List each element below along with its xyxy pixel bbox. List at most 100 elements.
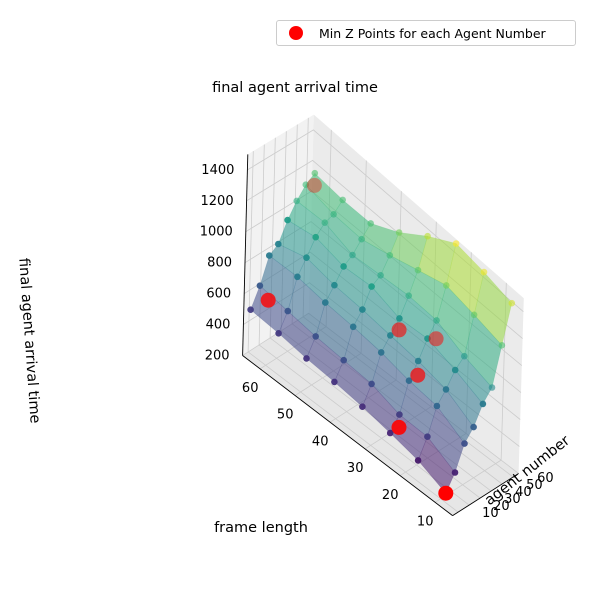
data-point <box>470 423 477 431</box>
legend: Min Z Points for each Agent Number <box>276 20 576 46</box>
data-point <box>303 254 310 261</box>
data-point <box>368 380 375 388</box>
x-tick-label: 60 <box>242 381 259 396</box>
z-tick-label: 1200 <box>201 194 234 209</box>
data-point <box>405 377 413 385</box>
z-tick-label: 1400 <box>201 163 234 178</box>
z-tick-label: 400 <box>206 318 231 333</box>
data-point <box>349 323 357 331</box>
chart-title: final agent arrival time <box>212 80 378 96</box>
data-point <box>424 433 431 441</box>
data-point <box>331 281 338 289</box>
data-point <box>275 330 282 337</box>
x-tick-label: 10 <box>417 515 434 530</box>
data-point <box>302 181 310 188</box>
z-axis-title: final agent arrival time <box>15 257 43 424</box>
y-tick-label: 50 <box>526 478 543 493</box>
data-point <box>256 282 264 290</box>
data-point <box>452 240 460 247</box>
data-point <box>349 251 356 259</box>
min-point-marker <box>428 331 444 347</box>
data-point <box>367 220 375 227</box>
y-tick-label: 10 <box>482 506 499 521</box>
data-point <box>330 211 337 218</box>
z-tick-label: 1000 <box>200 225 233 240</box>
x-tick-label: 30 <box>347 461 364 476</box>
y-tick-label: 30 <box>504 492 521 507</box>
data-point <box>312 333 320 340</box>
data-point <box>498 342 506 349</box>
data-point <box>359 403 366 411</box>
data-point <box>396 411 403 418</box>
y-tick-label: 60 <box>537 471 554 486</box>
data-point <box>433 317 440 324</box>
z-tick-label: 800 <box>207 256 232 271</box>
y-axis-line <box>452 473 519 517</box>
data-point <box>331 378 338 386</box>
data-point <box>311 169 319 177</box>
x-tick-label: 50 <box>277 408 294 423</box>
data-point <box>284 307 292 315</box>
x-tick-label: 20 <box>382 488 399 503</box>
data-point <box>414 357 422 365</box>
z-tick-label: 200 <box>205 349 230 364</box>
legend-label: Min Z Points for each Agent Number <box>319 25 546 41</box>
data-point <box>386 429 394 437</box>
data-point <box>442 386 450 393</box>
min-points <box>260 177 454 501</box>
data-point <box>377 349 385 356</box>
x-axis-line <box>242 355 453 517</box>
z-tick-label: 600 <box>206 287 231 302</box>
data-point <box>340 263 347 270</box>
data-point <box>424 232 431 240</box>
data-point <box>396 315 403 322</box>
data-point <box>247 306 254 314</box>
min-point-marker <box>391 419 407 435</box>
data-point <box>461 440 468 447</box>
z-axis-line <box>242 154 249 356</box>
data-point <box>359 306 366 313</box>
data-point <box>266 252 273 259</box>
data-point <box>312 233 320 241</box>
min-point-marker <box>260 292 276 308</box>
data-point <box>414 266 422 274</box>
data-point <box>451 469 459 476</box>
x-tick-label: 40 <box>312 434 329 449</box>
data-point <box>303 355 310 362</box>
y-tick-label: 40 <box>515 485 532 500</box>
surface <box>250 172 513 494</box>
data-point <box>368 283 375 290</box>
data-points <box>247 169 516 497</box>
data-point <box>480 268 488 276</box>
data-point <box>377 272 384 279</box>
data-point <box>395 229 403 236</box>
data-point <box>386 252 394 259</box>
data-point <box>470 311 478 319</box>
data-point <box>340 356 348 364</box>
data-point <box>461 352 468 360</box>
data-point <box>293 197 301 205</box>
data-point <box>479 400 487 408</box>
min-point-marker <box>438 485 454 501</box>
data-point <box>443 282 450 289</box>
x-axis-title: frame length <box>214 520 308 536</box>
data-point <box>414 457 422 464</box>
data-point <box>321 219 329 226</box>
data-point <box>508 299 516 307</box>
data-point <box>339 196 347 204</box>
data-point <box>358 235 365 243</box>
data-point <box>322 299 329 306</box>
axis-lines <box>242 154 519 517</box>
min-point-marker <box>306 177 322 193</box>
data-point <box>387 332 394 339</box>
data-point <box>433 402 441 410</box>
data-point <box>275 240 282 248</box>
legend-red-dot-icon <box>289 26 303 40</box>
data-point <box>451 366 459 374</box>
data-point <box>294 273 301 281</box>
min-point-marker <box>391 322 407 338</box>
y-tick-label: 20 <box>493 499 510 514</box>
data-point <box>405 292 413 300</box>
min-point-marker <box>410 367 426 383</box>
